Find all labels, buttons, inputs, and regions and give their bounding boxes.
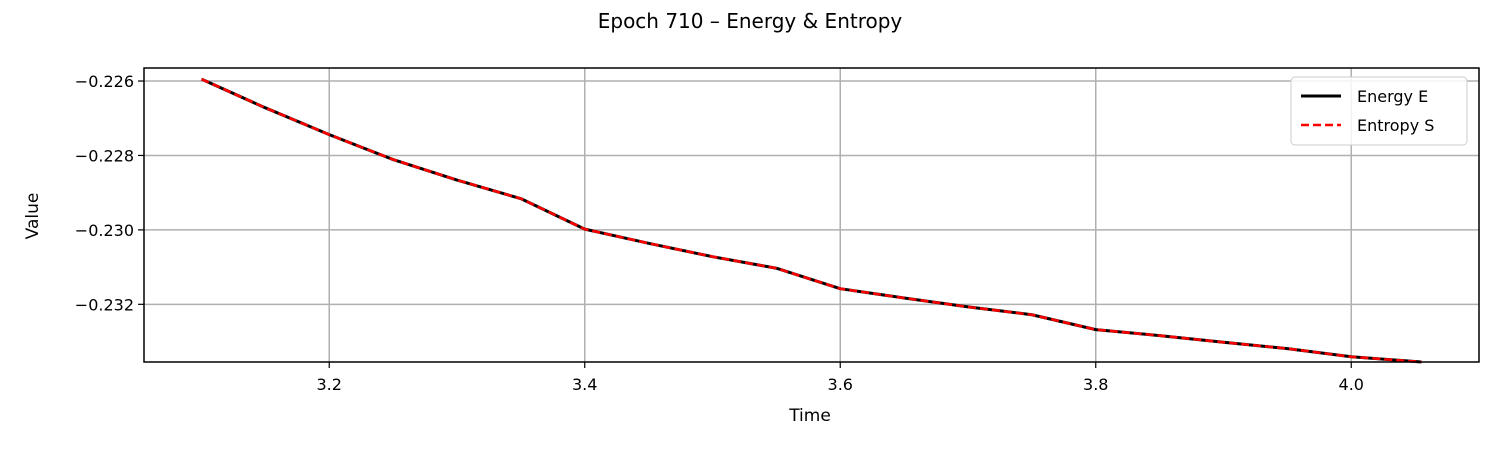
chart-title: Epoch 710 – Energy & Entropy: [598, 9, 903, 33]
y-tick-label: −0.228: [75, 146, 134, 165]
axes-frame: [143, 67, 1480, 363]
x-axis-title: Time: [788, 406, 831, 426]
x-axis: 3.2 3.4 3.6 3.8 4.0: [317, 362, 1364, 394]
x-tick-label: 3.2: [317, 375, 342, 394]
x-tick-label: 3.6: [828, 375, 853, 394]
grid: [144, 68, 1479, 362]
legend: Energy E Entropy S: [1290, 76, 1468, 146]
legend-label: Energy E: [1357, 87, 1428, 106]
series-layer: [200, 77, 1422, 364]
y-axis: −0.226 −0.228 −0.230 −0.232: [75, 72, 144, 314]
legend-label: Entropy S: [1357, 116, 1434, 135]
y-axis-title: Value: [23, 193, 43, 240]
legend-box: [1290, 76, 1468, 146]
series-line-entropy: [200, 77, 1422, 364]
series-line-energy: [200, 77, 1422, 364]
y-tick-label: −0.230: [75, 221, 134, 240]
y-tick-label: −0.226: [75, 72, 134, 91]
x-tick-label: 3.4: [572, 375, 597, 394]
y-tick-label: −0.232: [75, 295, 134, 314]
x-tick-label: 4.0: [1339, 375, 1364, 394]
x-tick-label: 3.8: [1083, 375, 1108, 394]
